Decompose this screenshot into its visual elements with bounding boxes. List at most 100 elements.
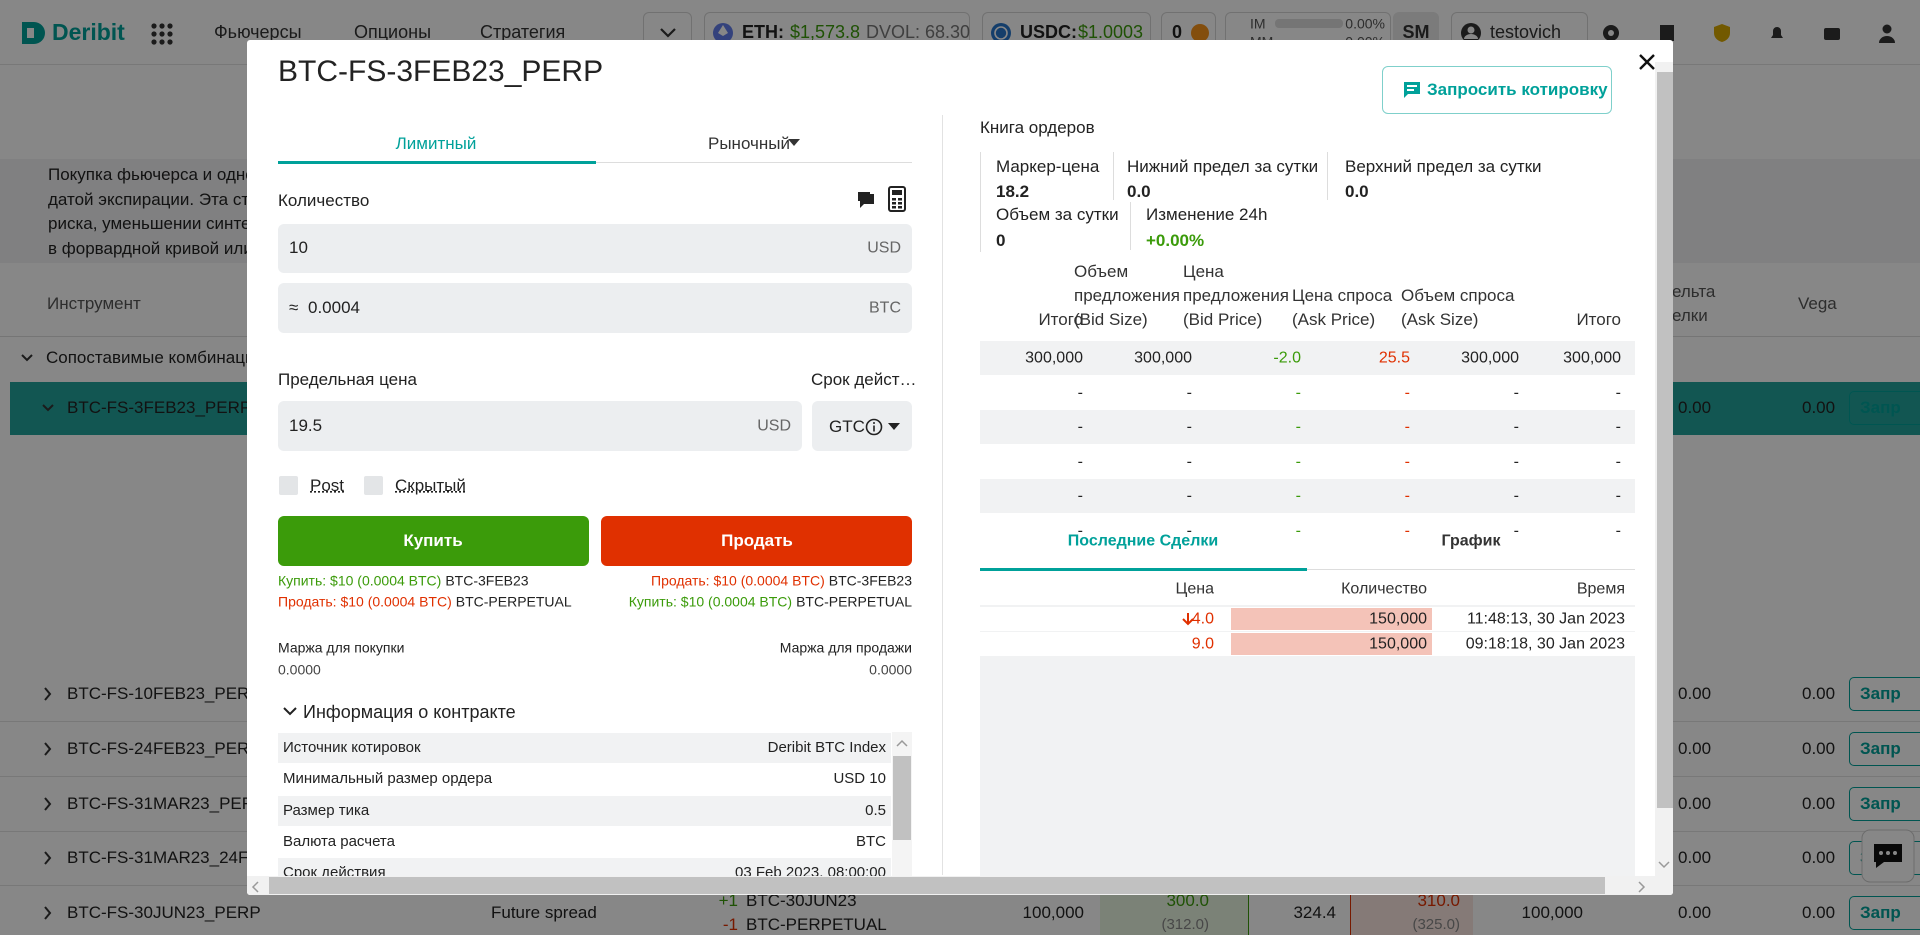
apps-icon[interactable]: [150, 22, 174, 46]
field-label: Срок дейст…: [811, 369, 917, 389]
book-cell: -: [1615, 418, 1621, 436]
row-toggle[interactable]: [42, 687, 54, 701]
usdc-price: $1.0003: [1078, 22, 1144, 43]
nav-icon[interactable]: [1766, 22, 1788, 44]
user-name: testovich: [1490, 22, 1562, 43]
contract-value: BTC: [856, 832, 886, 850]
book-cell: -: [1295, 487, 1301, 505]
leg-action: Продать: $10 (0.0004 BTC): [651, 572, 825, 589]
quote-button-label: Запр: [1860, 738, 1901, 758]
checkbox[interactable]: [364, 476, 383, 495]
caret: [888, 423, 900, 430]
description-line: датой экспирации. Эта стр: [48, 189, 259, 209]
row-toggle[interactable]: [42, 401, 54, 415]
quote-button[interactable]: [1849, 896, 1920, 930]
price-input[interactable]: [278, 401, 802, 451]
amount-unit: USD: [867, 239, 901, 257]
chat-icon[interactable]: [856, 190, 878, 212]
im-label: IM: [1250, 15, 1266, 32]
calculator-icon[interactable]: [888, 186, 906, 212]
eth-icon: [713, 23, 733, 43]
book-cell: 300,000: [1134, 349, 1192, 367]
row-toggle[interactable]: [42, 851, 54, 865]
book-cell: -: [1615, 522, 1621, 540]
trades-tab[interactable]: Последние Сделки: [1067, 532, 1219, 550]
book-cell: -: [1513, 418, 1519, 436]
quote-button[interactable]: [1849, 732, 1920, 766]
instrument-name[interactable]: BTC-FS-31MAR23_24FEB: [67, 847, 272, 867]
modal-title: BTC-FS-3FEB23_PERP: [278, 55, 604, 88]
stat-label: Маркер-цена: [996, 156, 1100, 176]
checkbox-label[interactable]: Скрытый: [395, 475, 466, 495]
instrument-name[interactable]: BTC-FS-3FEB23_PERP: [67, 397, 252, 417]
row-toggle[interactable]: [42, 742, 54, 756]
row-toggle[interactable]: [42, 906, 54, 920]
collapse-icon[interactable]: [283, 707, 297, 717]
eth-label: ETH:: [742, 22, 784, 43]
nav-icon[interactable]: [1711, 22, 1733, 44]
nav-menu-item[interactable]: Стратегия: [480, 22, 566, 43]
book-row-bg: [980, 410, 1635, 445]
book-cell: -: [1186, 453, 1192, 471]
order-type-tab[interactable]: Рыночный: [708, 133, 790, 153]
nav-icon[interactable]: [1656, 22, 1678, 44]
description-line: риска, уменьшении синтет: [48, 213, 258, 233]
amount-btc-unit: BTC: [869, 299, 901, 317]
dvol: DVOL: 68.30: [866, 22, 971, 43]
quote-request-button[interactable]: [1382, 66, 1612, 114]
book-cell: -2.0: [1273, 349, 1301, 367]
checkbox[interactable]: [279, 476, 298, 495]
price-value: 19.5: [289, 415, 323, 435]
quote-button[interactable]: [1849, 391, 1920, 425]
amount-input[interactable]: [278, 224, 912, 273]
book-cell: 300,000: [1563, 349, 1621, 367]
book-cell: -: [1615, 453, 1621, 471]
logo-text: Deribit: [52, 19, 125, 46]
book-header: Итого: [1038, 310, 1083, 329]
nav-icon[interactable]: [1876, 22, 1898, 44]
book-cell: -: [1404, 522, 1410, 540]
leg-action: Продать: $10 (0.0004 BTC): [278, 593, 452, 610]
quote-button[interactable]: [1849, 787, 1920, 821]
delta-value: 0.00: [1678, 397, 1712, 417]
chat-button[interactable]: [1860, 828, 1916, 884]
instrument-kind: Future spread: [491, 902, 597, 922]
bid-size: 100,000: [1022, 902, 1084, 922]
column-header: Инструмент: [47, 293, 141, 313]
row-toggle[interactable]: [42, 797, 54, 811]
leg-action: Купить: $10 (0.0004 BTC): [628, 593, 793, 610]
scrollbar-thumb: [893, 756, 911, 840]
section-title[interactable]: Информация о контракте: [303, 702, 516, 723]
nav-menu-item[interactable]: Фьючерсы: [214, 22, 302, 43]
scroll-arrow: [1658, 861, 1670, 869]
checkbox-label[interactable]: Post: [310, 475, 345, 495]
nav-menu-item[interactable]: Опционы: [354, 22, 432, 43]
nav-icon[interactable]: [1821, 22, 1843, 44]
column-header: Vega: [1798, 293, 1837, 313]
close-icon[interactable]: [1637, 52, 1657, 72]
order-modal: BTC-FS-3FEB23_PERP Запросить котировку Лим…: [247, 40, 1673, 895]
instrument-name[interactable]: BTC-FS-30JUN23_PERP: [67, 902, 261, 922]
quote-button[interactable]: [1849, 677, 1920, 711]
table-row-bg: [278, 858, 891, 876]
info-icon: [865, 418, 883, 436]
nav-icon[interactable]: [1600, 22, 1622, 44]
margin-value: 0.0000: [278, 661, 321, 678]
instrument-name[interactable]: BTC-FS-24FEB23_PERP: [67, 738, 261, 758]
mm-value: 0.00%: [1345, 34, 1385, 43]
book-cell: -: [1404, 418, 1410, 436]
order-type-tab[interactable]: Лимитный: [395, 133, 477, 153]
bid-price: 300.0: [1166, 890, 1209, 910]
instrument-name[interactable]: BTC-FS-10FEB23_PERP: [67, 683, 261, 703]
sell-button[interactable]: [601, 516, 912, 566]
trades-tab[interactable]: График: [1441, 532, 1501, 550]
leg-instrument: BTC-PERPETUAL: [455, 593, 572, 610]
instrument-name[interactable]: BTC-FS-31MAR23_PERP: [67, 793, 266, 813]
vega-value: 0.00: [1802, 902, 1836, 922]
amount-btc-input[interactable]: [278, 283, 912, 333]
scroll-arrow: [1638, 881, 1646, 893]
buy-button[interactable]: [278, 516, 589, 566]
mm-label: MM: [1250, 34, 1273, 43]
mark-price: 324.4: [1293, 902, 1336, 922]
